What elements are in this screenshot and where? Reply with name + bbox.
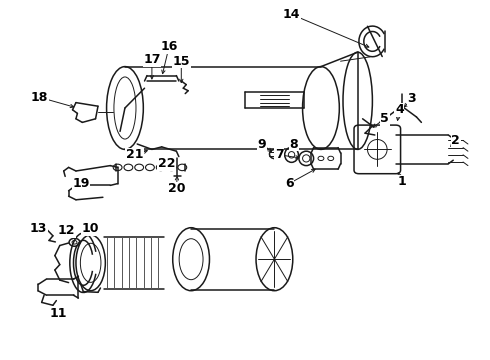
Text: 4: 4 <box>395 103 404 116</box>
Text: 18: 18 <box>30 91 48 104</box>
Text: 15: 15 <box>172 55 190 68</box>
Text: 7: 7 <box>275 148 284 161</box>
Text: 10: 10 <box>82 222 99 235</box>
Text: 3: 3 <box>407 93 416 105</box>
Text: 9: 9 <box>258 138 267 150</box>
Text: 5: 5 <box>380 112 389 125</box>
Text: 1: 1 <box>397 175 406 188</box>
Text: 22: 22 <box>158 157 175 170</box>
Text: 11: 11 <box>50 307 68 320</box>
Text: 16: 16 <box>160 40 178 53</box>
Text: 13: 13 <box>29 222 47 235</box>
Text: 17: 17 <box>143 53 161 66</box>
Text: 21: 21 <box>126 148 144 161</box>
Text: 12: 12 <box>57 224 75 237</box>
Text: 8: 8 <box>290 138 298 150</box>
Text: 6: 6 <box>285 177 294 190</box>
Text: 2: 2 <box>451 134 460 147</box>
Text: 14: 14 <box>283 8 300 21</box>
Text: 20: 20 <box>168 183 185 195</box>
Text: 19: 19 <box>72 177 90 190</box>
